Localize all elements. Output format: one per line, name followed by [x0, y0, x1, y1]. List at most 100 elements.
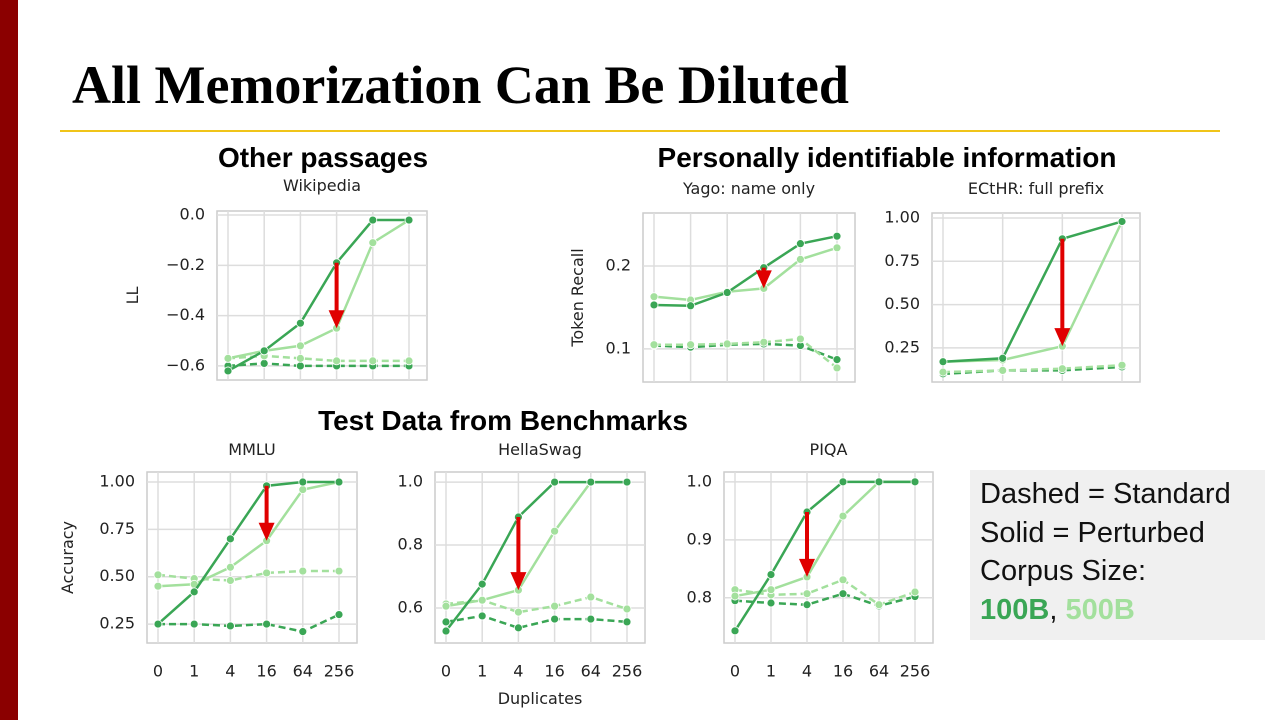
data-point — [649, 292, 659, 302]
arrow-head — [328, 310, 345, 329]
x-axis-label: Duplicates — [498, 689, 583, 708]
series-line — [653, 234, 838, 308]
arrow-head — [510, 572, 527, 591]
data-point — [441, 601, 451, 611]
side-bar — [0, 0, 18, 720]
data-point — [910, 477, 920, 487]
y-tick-label: 0.6 — [398, 598, 423, 617]
y-tick-label: 0.8 — [398, 535, 423, 554]
data-point — [225, 621, 235, 631]
data-point — [910, 587, 920, 597]
data-point — [938, 367, 948, 377]
y-tick-label: 0.50 — [99, 566, 135, 585]
data-point — [586, 477, 596, 487]
plot-area — [723, 471, 934, 644]
data-point — [298, 477, 308, 487]
series-line — [654, 337, 838, 369]
chart-title: ECtHR: full prefix — [968, 179, 1104, 198]
data-point — [838, 589, 848, 599]
data-point — [477, 611, 487, 621]
data-point — [295, 341, 305, 351]
data-point — [262, 619, 272, 629]
data-point — [622, 604, 632, 614]
data-point — [298, 566, 308, 576]
legend-sizes: 100B, 500B — [980, 594, 1135, 626]
y-tick-label: 1.0 — [687, 471, 712, 490]
data-point — [334, 477, 344, 487]
data-point — [586, 614, 596, 624]
chart-title: Wikipedia — [283, 176, 361, 195]
data-point — [550, 601, 559, 611]
series-line — [157, 569, 339, 582]
series-line — [227, 362, 409, 368]
x-tick-label: 16 — [256, 662, 276, 681]
data-point — [334, 610, 344, 619]
series-line — [157, 480, 340, 588]
series-line — [158, 613, 340, 633]
plot-area — [931, 212, 1141, 383]
data-point — [298, 485, 308, 495]
x-tick-label: 0 — [153, 662, 163, 681]
heading: Personally identifiable information — [658, 142, 1117, 173]
heading: Test Data from Benchmarks — [318, 405, 688, 436]
y-axis-label: LL — [123, 287, 142, 305]
data-point — [686, 340, 695, 350]
data-point — [622, 477, 632, 487]
x-tick-label: 4 — [802, 662, 812, 681]
slide-title: All Memorization Can Be Diluted — [72, 55, 849, 115]
data-point — [838, 511, 848, 521]
y-tick-label: 0.1 — [606, 338, 631, 357]
data-point — [766, 585, 776, 595]
x-tick-label: 1 — [766, 662, 776, 681]
series-line — [445, 614, 628, 630]
data-point — [838, 575, 848, 585]
x-tick-label: 1 — [189, 662, 199, 681]
data-point — [1117, 360, 1127, 370]
legend-line: Corpus Size: — [980, 555, 1146, 587]
data-point — [998, 353, 1008, 363]
chart-title: PIQA — [810, 440, 848, 459]
data-point — [938, 357, 948, 367]
data-point — [722, 339, 732, 349]
x-tick-label: 256 — [324, 662, 355, 681]
data-point — [832, 231, 842, 241]
data-point — [686, 301, 695, 311]
data-point — [1117, 217, 1127, 226]
chart-title: Yago: name only — [682, 179, 815, 198]
y-tick-label: 1.00 — [884, 208, 920, 227]
data-point — [189, 619, 199, 629]
data-point — [550, 477, 559, 487]
data-point — [298, 627, 308, 637]
plot-area — [216, 210, 428, 381]
legend-line: Solid = Perturbed — [980, 517, 1205, 549]
series-line — [733, 480, 915, 632]
arrow-head — [799, 558, 815, 577]
data-point — [586, 592, 596, 602]
series-line — [942, 363, 1123, 374]
data-point — [722, 288, 732, 297]
plot-area — [146, 471, 358, 644]
arrow-head — [258, 522, 275, 541]
y-tick-label: −0.4 — [166, 305, 205, 324]
data-point — [295, 361, 305, 371]
y-tick-label: 0.25 — [884, 337, 920, 356]
data-point — [874, 477, 884, 487]
series-line — [653, 246, 838, 302]
x-tick-label: 0 — [730, 662, 740, 681]
series-line — [445, 595, 628, 614]
data-point — [759, 337, 769, 347]
series-line — [445, 480, 627, 632]
data-point — [802, 600, 812, 610]
data-point — [153, 619, 163, 629]
data-point — [730, 626, 740, 636]
data-point — [766, 598, 776, 608]
y-tick-label: 0.50 — [884, 294, 920, 313]
data-point — [832, 355, 842, 365]
size-100b: 100B — [980, 594, 1049, 626]
data-point — [295, 353, 305, 363]
x-tick-label: 256 — [900, 662, 931, 681]
data-point — [189, 587, 199, 597]
series-line — [227, 218, 409, 373]
series-line — [734, 578, 916, 607]
arrow-head — [1054, 328, 1071, 347]
